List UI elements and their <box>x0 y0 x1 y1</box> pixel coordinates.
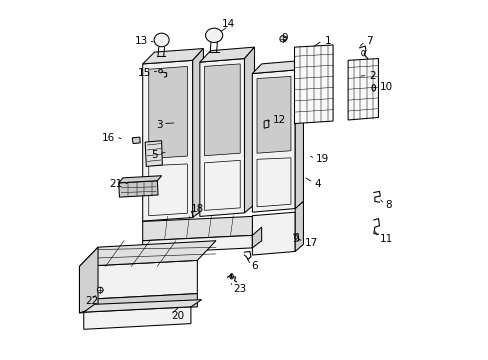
Text: 12: 12 <box>272 115 285 125</box>
Text: 15: 15 <box>138 68 151 78</box>
Polygon shape <box>142 216 252 241</box>
Polygon shape <box>264 120 268 128</box>
Text: 11: 11 <box>379 234 392 244</box>
Ellipse shape <box>205 28 222 42</box>
Polygon shape <box>204 160 240 210</box>
Polygon shape <box>244 47 254 213</box>
Ellipse shape <box>97 287 103 293</box>
Polygon shape <box>145 141 162 166</box>
Text: 5: 5 <box>151 150 158 160</box>
Polygon shape <box>252 60 303 73</box>
Polygon shape <box>200 59 244 216</box>
Text: 22: 22 <box>85 296 98 306</box>
Polygon shape <box>142 49 203 64</box>
Polygon shape <box>80 294 197 313</box>
Text: 16: 16 <box>102 133 115 143</box>
Polygon shape <box>294 45 332 123</box>
Polygon shape <box>83 307 190 329</box>
Text: 1: 1 <box>324 36 331 46</box>
Ellipse shape <box>154 33 169 47</box>
Text: 2: 2 <box>368 71 375 81</box>
Text: 3: 3 <box>155 120 162 130</box>
Polygon shape <box>148 66 187 158</box>
Polygon shape <box>252 227 261 248</box>
Polygon shape <box>132 137 140 144</box>
Polygon shape <box>200 47 254 62</box>
Ellipse shape <box>279 36 285 42</box>
Polygon shape <box>252 212 295 255</box>
Text: 6: 6 <box>251 261 258 271</box>
Polygon shape <box>119 181 158 197</box>
Polygon shape <box>80 247 98 313</box>
Polygon shape <box>142 235 252 253</box>
Polygon shape <box>295 202 303 251</box>
Polygon shape <box>257 158 290 207</box>
Text: 4: 4 <box>313 179 320 189</box>
Text: 20: 20 <box>171 311 184 321</box>
Polygon shape <box>80 241 216 266</box>
Text: 7: 7 <box>365 36 372 46</box>
Polygon shape <box>257 76 290 153</box>
Text: 8: 8 <box>385 200 391 210</box>
Text: 17: 17 <box>304 238 317 248</box>
Text: 18: 18 <box>190 204 204 214</box>
Text: 13: 13 <box>135 36 148 46</box>
Polygon shape <box>83 300 201 312</box>
Text: 23: 23 <box>233 284 246 294</box>
Polygon shape <box>252 70 295 212</box>
Polygon shape <box>295 60 303 208</box>
Polygon shape <box>142 60 192 221</box>
Polygon shape <box>347 59 378 120</box>
Polygon shape <box>80 260 197 300</box>
Polygon shape <box>192 49 203 217</box>
Polygon shape <box>204 64 240 156</box>
Text: 10: 10 <box>379 82 392 92</box>
Polygon shape <box>148 164 187 216</box>
Text: 14: 14 <box>222 18 235 28</box>
Text: 21: 21 <box>109 179 122 189</box>
Text: 9: 9 <box>281 33 287 43</box>
Text: 19: 19 <box>315 154 328 164</box>
Polygon shape <box>119 176 162 183</box>
